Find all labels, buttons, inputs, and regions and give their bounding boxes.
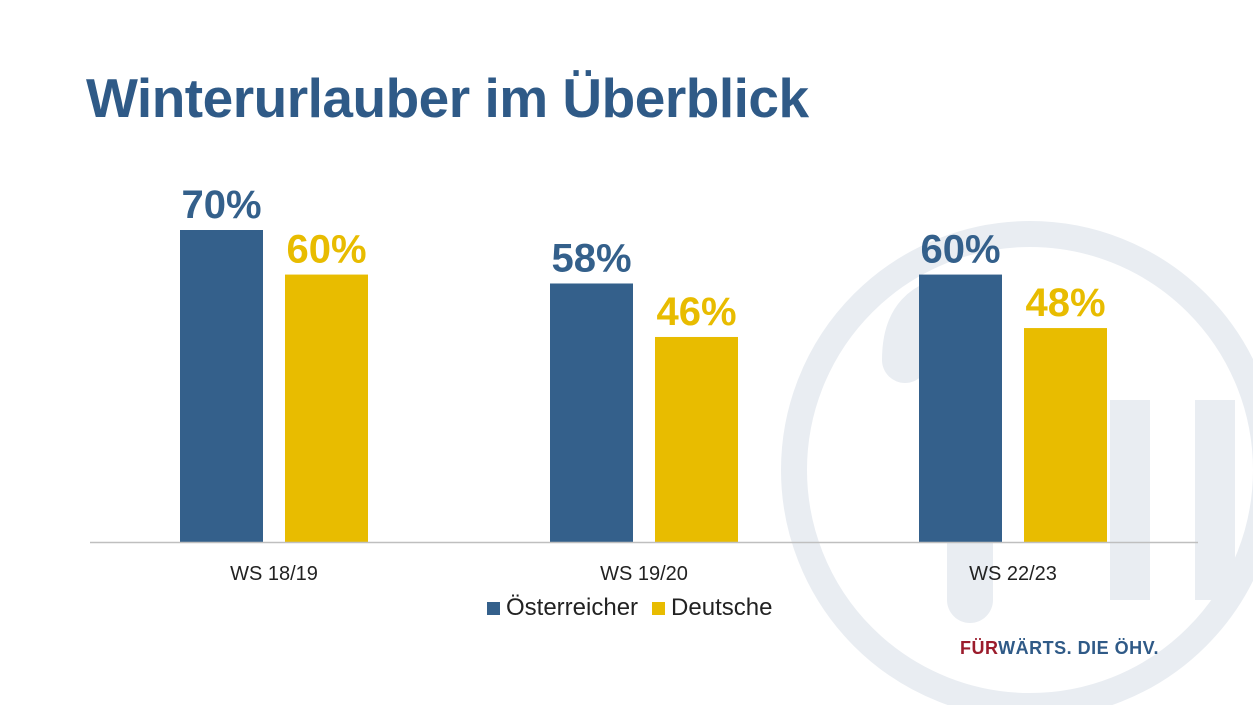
bar-oesterreicher-1: [550, 283, 633, 542]
watermark-ring: [781, 221, 1253, 705]
legend-item-deutsche: Deutsche: [652, 594, 772, 622]
x-tick-label-2: WS 22/23: [969, 563, 1057, 585]
bar-oesterreicher-0: [180, 230, 263, 542]
brand-slogan: FÜRWÄRTS. DIE ÖHV.: [960, 638, 1159, 659]
legend-item-oesterreicher: Österreicher: [487, 594, 638, 622]
bar-deutsche-1: [655, 336, 738, 542]
data-label-deutsche-2: 48%: [1025, 281, 1105, 325]
bar-deutsche-2: [1024, 328, 1107, 542]
x-tick-label-0: WS 18/19: [230, 563, 318, 585]
data-label-oesterreicher-1: 58%: [551, 236, 631, 280]
watermark-letter-v: [1110, 400, 1235, 600]
brand-slogan-part2: WÄRTS. DIE ÖHV.: [998, 638, 1160, 658]
x-tick-label-1: WS 19/20: [600, 563, 688, 585]
legend-label-deutsche: Deutsche: [671, 594, 773, 621]
data-label-deutsche-0: 60%: [286, 228, 366, 272]
data-label-oesterreicher-0: 70%: [181, 183, 261, 227]
chart-legend: Österreicher Deutsche: [487, 594, 772, 622]
legend-label-oesterreicher: Österreicher: [506, 594, 639, 621]
bar-deutsche-0: [285, 274, 368, 542]
data-label-deutsche-1: 46%: [656, 290, 736, 334]
legend-swatch-deutsche: [652, 601, 666, 615]
bar-oesterreicher-2: [919, 274, 1002, 542]
brand-slogan-part1: FÜR: [960, 638, 999, 658]
legend-swatch-oesterreicher: [487, 601, 500, 615]
page-title: Winterurlauber im Überblick: [86, 67, 809, 129]
data-label-oesterreicher-2: 60%: [920, 228, 1000, 272]
